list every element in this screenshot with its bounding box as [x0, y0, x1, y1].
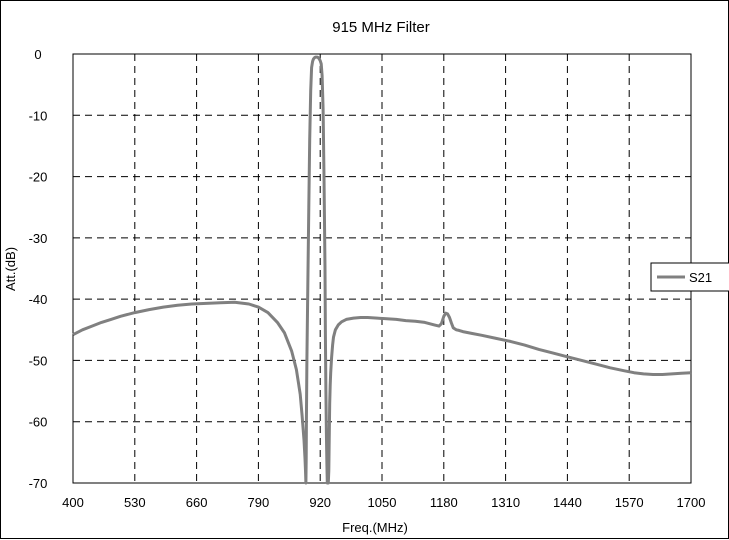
y-tick-label: -70: [29, 476, 48, 491]
x-tick-labels: 400 530 660 790 920 1050 1180 1310 1440 1570 1700: [62, 495, 705, 510]
x-tick-label: 1570: [615, 495, 644, 510]
y-axis-label: Att.(dB): [3, 247, 18, 291]
series-group: [72, 55, 692, 485]
series-line-s21: [72, 55, 692, 485]
x-tick-label: 400: [62, 495, 84, 510]
x-tick-label: 660: [186, 495, 208, 510]
y-tick-label: -20: [29, 170, 48, 185]
grid-lines: [73, 54, 691, 483]
y-tick-label: -60: [29, 415, 48, 430]
y-tick-labels: 0 -10 -20 -30 -40 -50 -60 -70: [29, 47, 48, 491]
y-tick-label: -40: [29, 292, 48, 307]
x-tick-label: 1180: [430, 495, 458, 510]
legend-label-s21: S21: [689, 270, 712, 285]
x-tick-label: 1310: [491, 495, 520, 510]
y-tick-label: -50: [29, 353, 48, 368]
legend: S21: [650, 262, 729, 292]
x-tick-label: 920: [309, 495, 331, 510]
x-axis-label: Freq.(MHz): [342, 520, 408, 535]
chart-title: 915 MHz Filter: [332, 19, 430, 36]
y-tick-label: 0: [34, 47, 41, 62]
x-tick-label: 790: [248, 495, 270, 510]
y-tick-label: -30: [29, 231, 48, 246]
x-tick-label: 530: [124, 495, 146, 510]
x-tick-label: 1700: [677, 495, 706, 510]
x-tick-label: 1440: [553, 495, 582, 510]
y-tick-label: -10: [29, 108, 48, 123]
x-tick-label: 1050: [368, 495, 397, 510]
